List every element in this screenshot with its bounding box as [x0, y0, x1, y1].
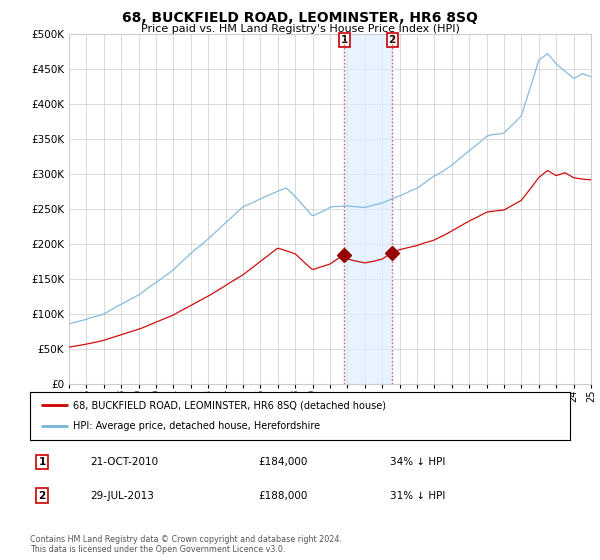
Text: 2: 2 [388, 35, 396, 45]
Text: 31% ↓ HPI: 31% ↓ HPI [390, 491, 445, 501]
Text: Price paid vs. HM Land Registry's House Price Index (HPI): Price paid vs. HM Land Registry's House … [140, 24, 460, 34]
Text: 68, BUCKFIELD ROAD, LEOMINSTER, HR6 8SQ: 68, BUCKFIELD ROAD, LEOMINSTER, HR6 8SQ [122, 11, 478, 25]
Text: 34% ↓ HPI: 34% ↓ HPI [390, 457, 445, 467]
Text: £184,000: £184,000 [258, 457, 307, 467]
Text: 29-JUL-2013: 29-JUL-2013 [90, 491, 154, 501]
Text: 1: 1 [38, 457, 46, 467]
Text: £188,000: £188,000 [258, 491, 307, 501]
Text: 2: 2 [38, 491, 46, 501]
Text: 21-OCT-2010: 21-OCT-2010 [90, 457, 158, 467]
Text: 1: 1 [340, 35, 348, 45]
Text: 68, BUCKFIELD ROAD, LEOMINSTER, HR6 8SQ (detached house): 68, BUCKFIELD ROAD, LEOMINSTER, HR6 8SQ … [73, 400, 386, 410]
Text: Contains HM Land Registry data © Crown copyright and database right 2024.
This d: Contains HM Land Registry data © Crown c… [30, 535, 342, 554]
Bar [344, 34, 392, 384]
Text: HPI: Average price, detached house, Herefordshire: HPI: Average price, detached house, Here… [73, 421, 320, 431]
